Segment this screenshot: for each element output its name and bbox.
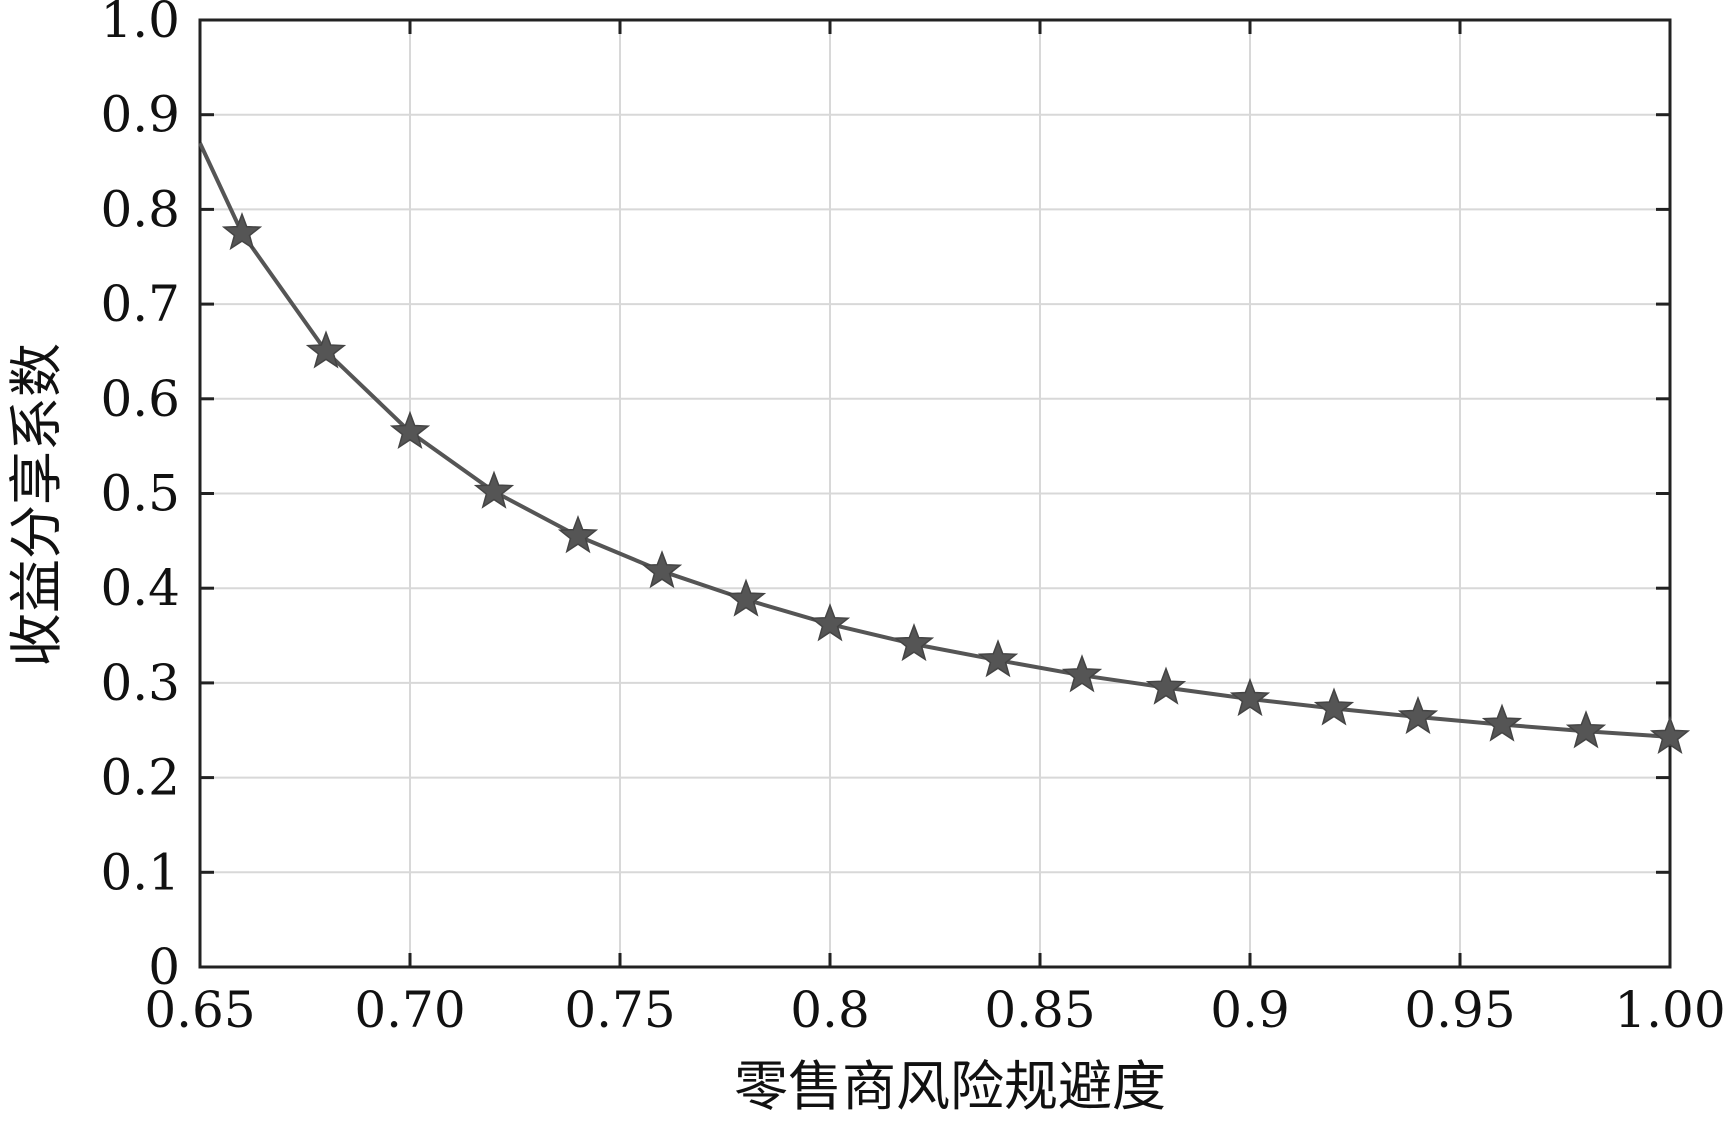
series-layer <box>198 142 1691 755</box>
x-tick-label: 0.95 <box>1404 981 1515 1039</box>
y-tick-label: 0.7 <box>100 275 180 333</box>
x-tick-label: 0.65 <box>144 981 255 1039</box>
series-line <box>198 142 1671 739</box>
star-marker <box>1565 710 1607 749</box>
y-axis-label: 收益分享系数 <box>5 343 68 667</box>
y-tick-label: 0.9 <box>100 86 180 144</box>
y-tick-label: 0 <box>148 938 180 996</box>
x-tick-label: 0.8 <box>790 981 870 1039</box>
y-tick-label: 0.2 <box>100 749 180 807</box>
y-tick-label: 0.4 <box>100 559 180 617</box>
star-marker <box>1481 703 1523 742</box>
x-axis-label: 零售商风险规避度 <box>734 1055 1166 1118</box>
star-marker <box>1649 715 1691 755</box>
y-tick-label: 0.8 <box>100 180 180 238</box>
axis-ticks <box>198 18 1672 969</box>
star-marker <box>641 550 683 589</box>
star-marker <box>1229 677 1271 717</box>
y-tick-label: 0.5 <box>100 465 180 523</box>
star-marker <box>557 514 599 554</box>
y-tick-label: 0.3 <box>100 654 180 712</box>
star-marker <box>809 603 851 642</box>
y-tick-label: 1.0 <box>100 0 180 49</box>
star-marker <box>389 410 431 450</box>
x-tick-label: 0.70 <box>354 981 465 1039</box>
star-marker <box>473 470 515 509</box>
star-marker <box>1397 695 1439 735</box>
star-marker <box>1313 687 1355 726</box>
grid-lines <box>200 20 1670 967</box>
x-tick-label: 0.9 <box>1210 981 1290 1039</box>
x-tick-label: 0.75 <box>564 981 675 1039</box>
star-marker <box>221 211 263 251</box>
x-tick-label: 1.00 <box>1614 981 1725 1039</box>
y-tick-label: 0.1 <box>100 843 180 901</box>
x-tick-label: 0.85 <box>984 981 1095 1039</box>
y-tick-label: 0.6 <box>100 370 180 428</box>
star-marker <box>1145 666 1187 705</box>
tick-labels: 0.65 0.70 0.75 0.8 0.85 0.9 0.95 1.00 0 0.1 0.2 0.3… <box>100 0 1725 1039</box>
star-marker <box>305 330 347 369</box>
star-marker <box>725 578 767 617</box>
star-marker <box>1061 654 1103 693</box>
star-marker <box>893 622 935 662</box>
star-marker <box>977 639 1019 678</box>
